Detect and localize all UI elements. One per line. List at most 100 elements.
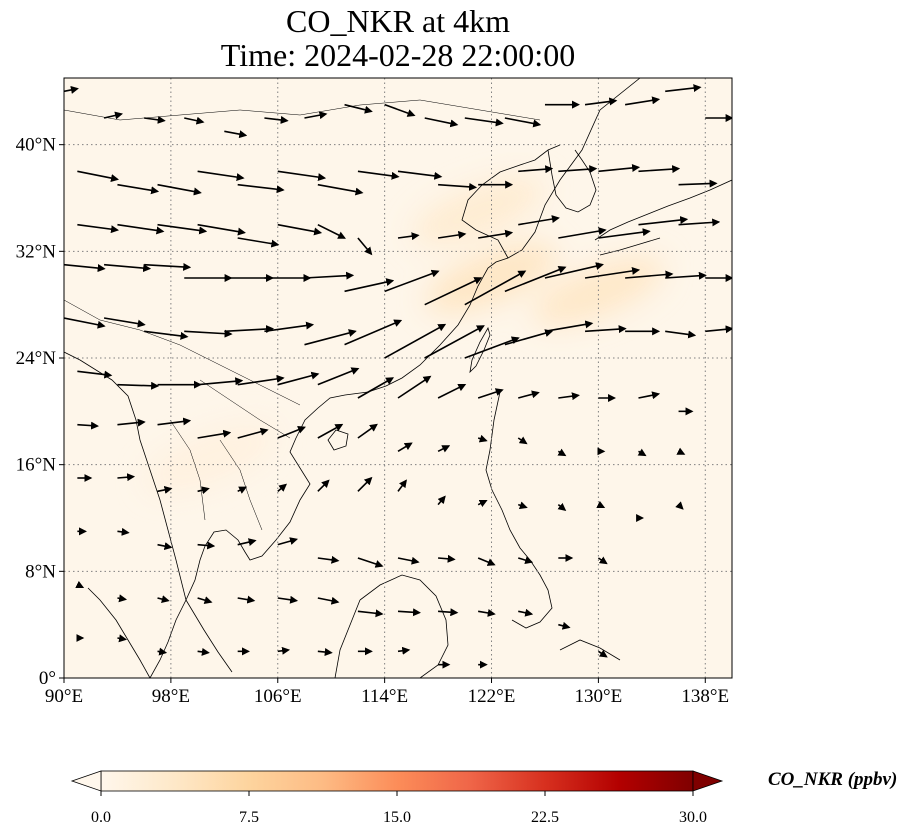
wind-arrow xyxy=(557,502,567,511)
wind-arrow xyxy=(584,97,618,106)
co-field-southeast-china-to-japan-plume xyxy=(425,243,558,313)
wind-arrow xyxy=(558,227,607,239)
wind-arrow xyxy=(477,388,504,399)
colorbar-tick-label: 15.0 xyxy=(383,809,411,826)
wind-arrow xyxy=(357,377,395,399)
x-tick-label: 106°E xyxy=(254,686,302,707)
wind-arrow xyxy=(437,230,467,239)
colorbar-tick-label: 0.0 xyxy=(91,809,111,826)
wind-arrow xyxy=(518,608,534,617)
wind-arrow xyxy=(144,330,189,340)
title-time: Time: 2024-02-28 22:00:00 xyxy=(220,37,576,73)
wind-arrow xyxy=(598,163,641,173)
co-field-korea-north-plume xyxy=(412,176,544,246)
wind-arrow xyxy=(77,223,120,234)
wind-arrow xyxy=(344,103,373,114)
wind-arrow xyxy=(357,423,378,439)
wind-arrow xyxy=(665,271,707,280)
wind-arrow xyxy=(477,499,488,508)
wind-arrow xyxy=(504,329,554,346)
wind-arrow xyxy=(357,557,384,568)
colorbar-extend-max xyxy=(692,770,724,792)
y-tick-label: 32°N xyxy=(16,241,57,262)
wind-arrow xyxy=(557,448,567,457)
colorbar-tick-label: 30.0 xyxy=(679,809,707,826)
wind-arrow xyxy=(237,595,256,604)
coastline-korea xyxy=(547,149,597,213)
wind-arrow xyxy=(237,486,248,494)
co-field-east-china-sea-plume xyxy=(532,256,664,326)
wind-arrow xyxy=(157,223,208,235)
wind-arrow xyxy=(598,228,651,239)
wind-arrow xyxy=(103,317,146,328)
wind-arrow xyxy=(384,103,416,117)
wind-arrow xyxy=(344,278,395,293)
wind-arrow xyxy=(317,648,333,657)
wind-arrow xyxy=(597,649,608,658)
wind-arrow xyxy=(344,319,403,346)
x-tick-label: 98°E xyxy=(152,686,190,707)
co-concentration-field xyxy=(145,176,664,493)
wind-arrow xyxy=(277,595,299,604)
wind-arrow xyxy=(117,527,130,536)
wind-arrow xyxy=(397,170,443,180)
wind-arrow xyxy=(317,596,340,605)
y-tick-label: 24°N xyxy=(16,348,57,369)
wind-arrow xyxy=(584,325,627,334)
colorbar-tick-label: 7.5 xyxy=(239,809,259,826)
wind-arrow xyxy=(637,448,647,457)
border-north xyxy=(64,99,541,121)
wind-arrow xyxy=(277,371,320,386)
x-tick-label: 114°E xyxy=(361,686,408,707)
wind-arrow xyxy=(157,183,202,196)
wind-arrow xyxy=(558,392,580,401)
wind-arrow xyxy=(304,329,357,346)
wind-arrow xyxy=(184,329,233,338)
wind-arrow xyxy=(277,537,299,546)
wind-arrow xyxy=(478,229,514,239)
wind-arrow xyxy=(384,269,440,293)
wind-arrow xyxy=(625,270,674,279)
colorbar-tick-label: 22.5 xyxy=(531,809,559,826)
wind-arrow xyxy=(424,325,485,359)
y-tick-label: 8°N xyxy=(25,561,56,582)
wind-arrow xyxy=(104,263,152,273)
wind-arrow xyxy=(144,262,192,271)
map-title: CO_NKR at 4km Time: 2024-02-28 22:00:00 xyxy=(64,4,732,72)
wind-arrow xyxy=(397,646,411,655)
wind-arrow xyxy=(157,595,170,603)
wind-arrow xyxy=(117,594,128,603)
wind-arrow xyxy=(424,117,459,128)
wind-arrow xyxy=(676,447,686,455)
wind-arrow xyxy=(237,538,257,547)
wind-arrow xyxy=(477,434,488,443)
wind-arrow xyxy=(117,418,146,427)
wind-arrow xyxy=(197,223,246,236)
wind-arrow xyxy=(464,336,520,359)
wind-arrow xyxy=(304,111,328,120)
wind-arrow xyxy=(117,381,160,390)
wind-arrow xyxy=(665,84,702,93)
co-field-indochina-weak xyxy=(145,423,277,493)
border-china-south xyxy=(64,299,301,406)
wind-arrow xyxy=(157,417,192,426)
wind-arrow xyxy=(103,111,124,120)
wind-arrow xyxy=(464,270,527,306)
wind-arrow xyxy=(264,115,289,124)
wind-arrow xyxy=(518,215,560,226)
wind-arrow xyxy=(317,423,344,439)
wind-arrow xyxy=(705,325,732,334)
colorbar-extend-min xyxy=(70,770,102,792)
wind-arrow xyxy=(558,621,571,630)
wind-arrow xyxy=(317,223,346,239)
wind-arrow xyxy=(117,223,165,235)
title-variable-level: CO_NKR at 4km xyxy=(286,3,510,39)
wind-arrow xyxy=(357,476,373,492)
map-area[interactable] xyxy=(64,78,732,678)
wind-arrow xyxy=(437,445,451,453)
wind-arrow xyxy=(357,170,400,180)
wind-arrow xyxy=(665,330,697,339)
wind-arrow xyxy=(157,542,173,551)
wind-arrow xyxy=(397,556,420,565)
